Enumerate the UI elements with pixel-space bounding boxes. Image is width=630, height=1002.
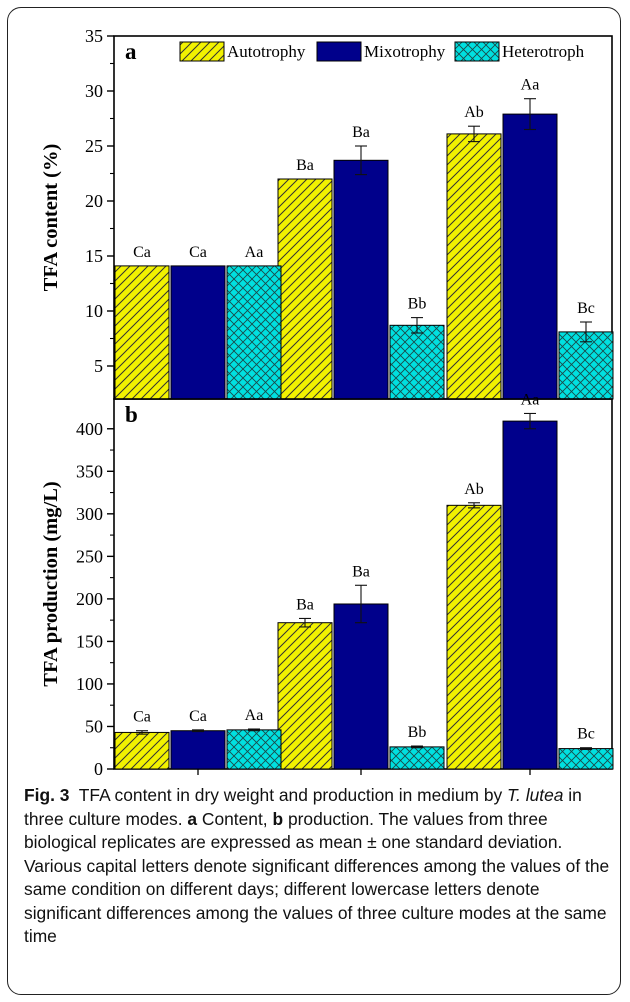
caption-text-1: TFA content in dry weight and production… — [78, 785, 503, 805]
figure-caption: Fig. 3 TFA content in dry weight and pro… — [24, 784, 614, 949]
legend-label-heterotrophy: Heterotroph — [502, 42, 585, 61]
data-label-autotrophy-b: Ca — [133, 709, 151, 726]
y-tick-label-a: 25 — [85, 136, 103, 156]
data-label-mixotrophy-b: Ba — [352, 563, 370, 580]
bar-heterotrophy-b — [226, 729, 282, 770]
legend-swatch-autotrophy — [179, 41, 225, 62]
data-label-mixotrophy-b: Ca — [189, 708, 207, 725]
bar-mixotrophy-b — [170, 730, 226, 770]
bar-autotrophy-a — [114, 265, 170, 400]
data-label-mixotrophy-a: Aa — [521, 77, 540, 94]
y-tick-label-b: 350 — [76, 461, 103, 481]
data-label-autotrophy-a: Ab — [464, 104, 484, 121]
legend-swatch-heterotrophy — [454, 41, 500, 62]
bar-mixotrophy-a — [502, 113, 558, 400]
legend-label-mixotrophy: Mixotrophy — [364, 42, 446, 61]
caption-text-3: production. The values from three biolog… — [24, 808, 610, 947]
data-label-mixotrophy-b: Aa — [521, 391, 540, 408]
bar-mixotrophy-a — [333, 159, 389, 400]
y-tick-label-b: 0 — [94, 759, 103, 779]
y-tick-label-a: 35 — [85, 26, 103, 46]
bar-heterotrophy-b — [389, 746, 445, 770]
bar-mixotrophy-b — [333, 603, 389, 770]
data-label-heterotrophy-b: Bb — [408, 724, 427, 741]
y-tick-label-b: 200 — [76, 589, 103, 609]
y-tick-label-a: 15 — [85, 246, 103, 266]
figure-chart: 5 10 15 20 25 30 35 TFA content (%) a Ca Ba Ab Ca Ba A… — [40, 26, 614, 779]
y-axis-label-a: TFA content (%) — [40, 144, 62, 292]
bar-autotrophy-b — [277, 622, 333, 770]
data-label-autotrophy-a: Ca — [133, 244, 151, 261]
caption-panel-a-desc: Content, — [201, 808, 268, 829]
bar-mixotrophy-b — [502, 420, 558, 770]
bar-heterotrophy-b — [558, 748, 614, 770]
y-tick-label-a: 10 — [85, 301, 103, 321]
bar-mixotrophy-a — [170, 265, 226, 400]
caption-panel-a-letter: a — [187, 808, 198, 829]
data-label-autotrophy-b: Ba — [296, 596, 314, 613]
y-tick-label-a: 30 — [85, 81, 103, 101]
data-label-heterotrophy-a: Bc — [577, 300, 595, 317]
bar-heterotrophy-a — [389, 324, 445, 400]
bar-autotrophy-a — [446, 133, 502, 400]
legend-swatch-mixotrophy — [316, 41, 362, 62]
data-label-mixotrophy-a: Ca — [189, 244, 207, 261]
legend-label-autotrophy: Autotrophy — [227, 42, 306, 61]
bar-autotrophy-b — [446, 504, 502, 770]
bar-autotrophy-a — [277, 178, 333, 400]
caption-panel-b-letter: b — [272, 808, 284, 829]
y-tick-label-b: 300 — [76, 504, 103, 524]
panel-label-b: b — [125, 402, 138, 427]
caption-organism: T. lutea — [507, 785, 564, 805]
y-tick-label-b: 150 — [76, 631, 103, 651]
figure-frame — [7, 7, 621, 995]
y-tick-label-b: 400 — [76, 419, 103, 439]
bar-heterotrophy-a — [558, 331, 614, 400]
y-tick-label-b: 100 — [76, 674, 103, 694]
data-label-heterotrophy-b: Bc — [577, 726, 595, 743]
caption-figure-label: Fig. 3 — [24, 785, 70, 805]
data-label-autotrophy-b: Ab — [464, 481, 484, 498]
data-label-autotrophy-a: Ba — [296, 157, 314, 174]
y-tick-label-a: 20 — [85, 191, 103, 211]
data-label-heterotrophy-a: Bb — [408, 296, 427, 313]
data-label-heterotrophy-b: Aa — [245, 707, 264, 724]
y-tick-label-a: 5 — [94, 356, 103, 376]
bar-heterotrophy-a — [226, 265, 282, 400]
y-axis-label-b: TFA production (mg/L) — [40, 481, 62, 686]
caption-text-2: in three culture modes. — [24, 785, 582, 829]
y-tick-label-b: 250 — [76, 546, 103, 566]
data-label-heterotrophy-a: Aa — [245, 244, 264, 261]
bar-autotrophy-b — [114, 731, 170, 770]
panel-label-a: a — [125, 39, 137, 64]
y-tick-label-b: 50 — [85, 716, 103, 736]
data-label-mixotrophy-a: Ba — [352, 124, 370, 141]
